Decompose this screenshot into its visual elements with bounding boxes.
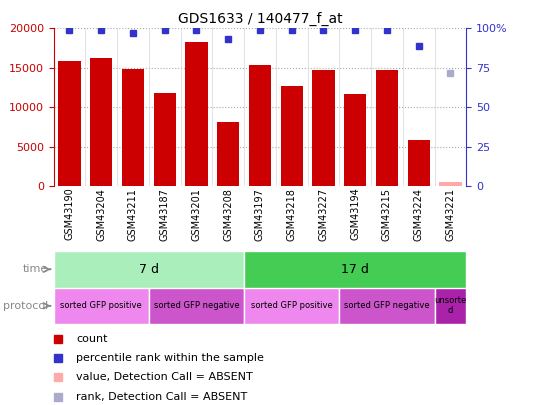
Text: percentile rank within the sample: percentile rank within the sample: [76, 353, 264, 363]
Bar: [376, 70, 398, 186]
Text: sorted GFP positive: sorted GFP positive: [61, 301, 142, 310]
Bar: [312, 70, 334, 186]
Text: protocol: protocol: [3, 301, 48, 311]
Text: unsorte
d: unsorte d: [434, 296, 466, 315]
Bar: [281, 86, 303, 186]
Bar: [435, 288, 466, 324]
Bar: [122, 68, 144, 186]
Bar: [244, 251, 466, 288]
Text: sorted GFP positive: sorted GFP positive: [251, 301, 332, 310]
Bar: [407, 140, 430, 186]
Bar: [149, 288, 244, 324]
Text: sorted GFP negative: sorted GFP negative: [154, 301, 239, 310]
Text: 7 d: 7 d: [139, 263, 159, 276]
Bar: [339, 288, 435, 324]
Bar: [249, 65, 271, 186]
Text: count: count: [76, 334, 108, 343]
Bar: [54, 288, 149, 324]
Title: GDS1633 / 140477_f_at: GDS1633 / 140477_f_at: [177, 12, 343, 26]
Bar: [185, 42, 207, 186]
Bar: [54, 251, 244, 288]
Text: 17 d: 17 d: [341, 263, 369, 276]
Bar: [154, 93, 176, 186]
Text: value, Detection Call = ABSENT: value, Detection Call = ABSENT: [76, 373, 253, 382]
Text: rank, Detection Call = ABSENT: rank, Detection Call = ABSENT: [76, 392, 248, 402]
Bar: [440, 181, 461, 186]
Bar: [58, 61, 80, 186]
Bar: [344, 94, 366, 186]
Text: time: time: [23, 264, 48, 274]
Text: sorted GFP negative: sorted GFP negative: [344, 301, 430, 310]
Bar: [244, 288, 339, 324]
Bar: [90, 58, 113, 186]
Bar: [217, 122, 239, 186]
